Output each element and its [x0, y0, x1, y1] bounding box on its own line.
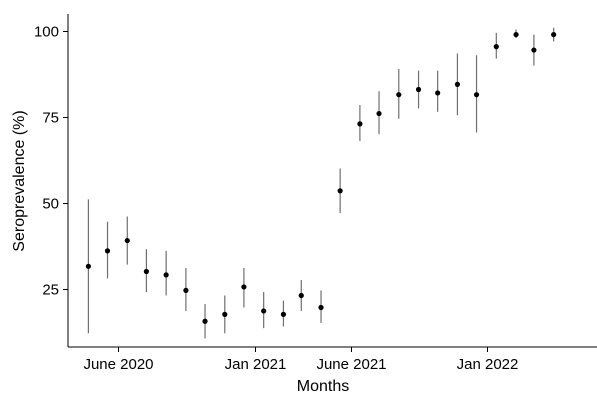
data-point-19 [435, 90, 441, 96]
x-axis-title: Months [297, 378, 349, 395]
data-point-17 [396, 92, 402, 98]
y-tick-label-25: 25 [42, 282, 59, 299]
y-axis-title: Seroprevalence (%) [11, 110, 28, 251]
data-point-7 [202, 318, 208, 324]
x-tick-label-3: June 2021 [316, 356, 386, 373]
data-point-25 [551, 31, 557, 38]
data-point-23 [513, 31, 519, 38]
data-point-21 [473, 92, 480, 98]
y-tick-label-100: 100 [34, 24, 59, 41]
data-point-18 [415, 86, 422, 93]
x-axis-ticks: June 2020 Jan 2021 June 2021 Jan 2022 [83, 347, 518, 373]
data-point-10 [261, 308, 267, 314]
data-point-15 [357, 121, 363, 127]
data-point-16 [376, 110, 382, 117]
data-point-9 [241, 284, 247, 290]
y-axis-ticks: 25 50 75 100 [34, 24, 68, 299]
x-tick-label-1: June 2020 [83, 356, 153, 373]
data-point-4 [143, 268, 149, 275]
data-point-22 [493, 44, 499, 50]
data-point-12 [298, 292, 304, 299]
data-point-24 [531, 47, 537, 53]
data-point-6 [183, 287, 189, 293]
error-bars [87, 27, 555, 339]
data-point-14 [337, 188, 343, 194]
x-tick-label-2: Jan 2021 [225, 356, 287, 373]
data-point-20 [454, 81, 461, 87]
data-point-1 [85, 263, 91, 269]
data-point-2 [104, 248, 111, 254]
data-point-13 [318, 304, 324, 311]
data-point-5 [163, 272, 169, 278]
data-point-3 [124, 237, 130, 244]
data-point-11 [280, 311, 287, 317]
x-tick-label-4: Jan 2022 [457, 356, 519, 373]
data-point-8 [222, 311, 228, 317]
y-tick-label-75: 75 [42, 110, 59, 127]
data-points [85, 31, 557, 324]
y-tick-label-50: 50 [42, 196, 59, 213]
